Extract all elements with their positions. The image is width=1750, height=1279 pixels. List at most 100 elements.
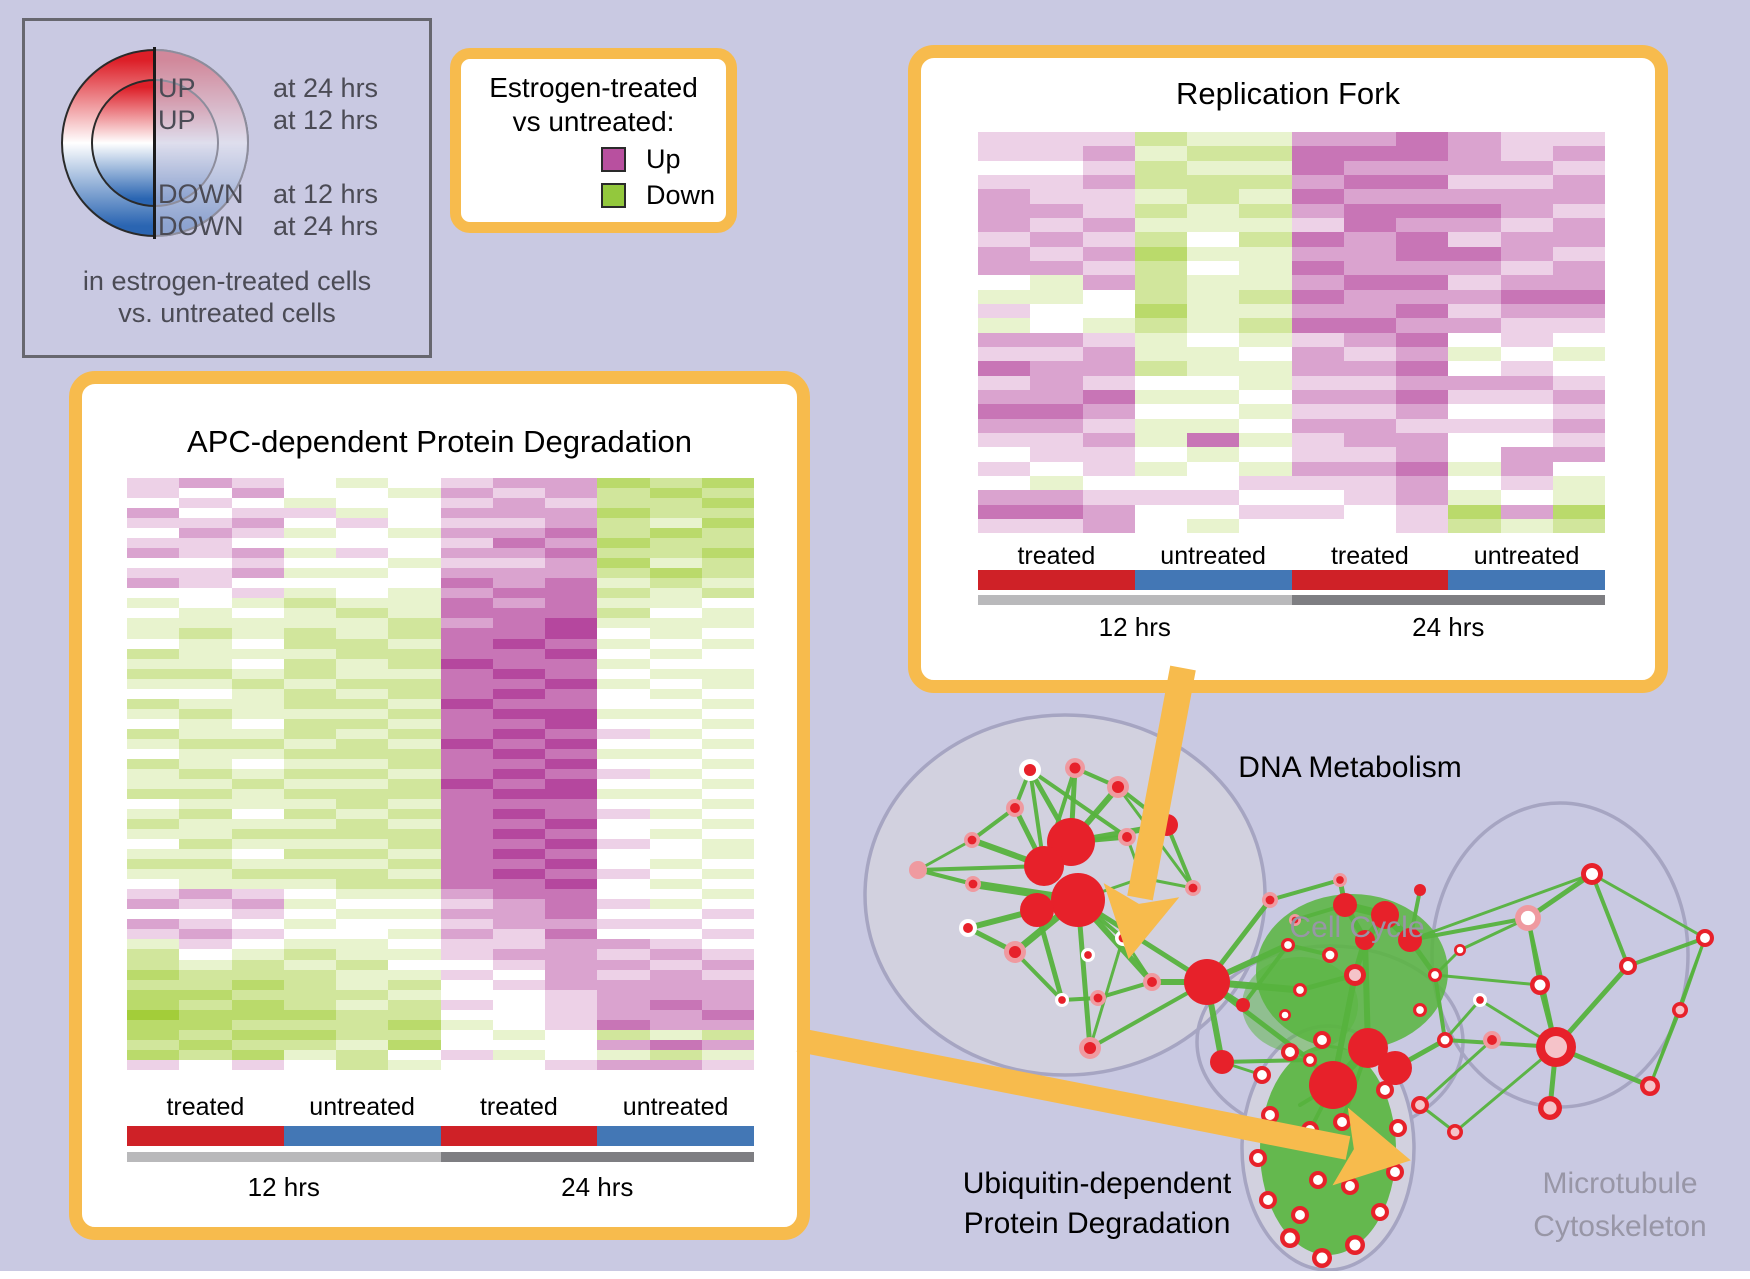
network-node-core bbox=[1138, 874, 1146, 882]
heatmap-row bbox=[978, 504, 1605, 519]
apc-group-treated-12: treated bbox=[166, 1093, 245, 1121]
heatmap-row bbox=[127, 628, 754, 639]
network-node bbox=[1428, 968, 1442, 982]
network-node bbox=[1483, 1031, 1501, 1049]
network-edge bbox=[916, 838, 974, 872]
heatmap-row bbox=[127, 648, 754, 659]
ubiquitin-label-line2: Protein Degradation bbox=[963, 1207, 1231, 1240]
network-node-core bbox=[1348, 968, 1362, 982]
heatmap-row bbox=[978, 361, 1605, 376]
up-color-swatch bbox=[601, 147, 626, 172]
heatmap-row bbox=[127, 678, 754, 689]
network-edge bbox=[1060, 996, 1100, 1002]
cluster-label-cell-cycle: Cell Cycle bbox=[1289, 911, 1425, 944]
network-node bbox=[965, 876, 981, 892]
network-node-core bbox=[1543, 1101, 1557, 1115]
network-node bbox=[1581, 863, 1603, 885]
network-edge bbox=[1027, 767, 1074, 845]
network-edge bbox=[1547, 1044, 1559, 1111]
network-node-core bbox=[1093, 993, 1103, 1003]
network-node bbox=[1081, 948, 1095, 962]
heatmap-row bbox=[127, 708, 754, 719]
legend-time-24b: at 24 hrs bbox=[273, 211, 379, 241]
heatmap-row bbox=[127, 819, 754, 830]
network-node-core bbox=[1337, 1117, 1347, 1127]
network-edge bbox=[1116, 785, 1169, 827]
network-edge bbox=[916, 864, 1046, 872]
network-node-core bbox=[1111, 780, 1125, 794]
network-edge bbox=[1330, 972, 1358, 1088]
network-node-core bbox=[1700, 933, 1710, 943]
network-node bbox=[1672, 1002, 1688, 1018]
heatmap-row bbox=[127, 849, 754, 860]
cluster-label-dna-metabolism: DNA Metabolism bbox=[1238, 751, 1462, 784]
network-node bbox=[1312, 1248, 1332, 1268]
network-edge bbox=[1433, 973, 1542, 987]
annotation-arrow-head bbox=[1103, 883, 1180, 959]
network-edge bbox=[1553, 963, 1631, 1050]
heatmap-row bbox=[978, 132, 1605, 147]
network-node-core bbox=[1416, 1006, 1424, 1014]
rf-treatment-colorbar bbox=[978, 570, 1605, 590]
network-node-core bbox=[1122, 832, 1132, 842]
network-edge bbox=[1453, 1045, 1558, 1134]
network-edge bbox=[1220, 1058, 1312, 1064]
network-node bbox=[1293, 983, 1307, 997]
heatmap-row bbox=[127, 869, 754, 880]
heatmap-row bbox=[127, 909, 754, 920]
network-node bbox=[1279, 1009, 1291, 1021]
heatmap-row bbox=[127, 568, 754, 579]
heatmap-row bbox=[127, 688, 754, 699]
network-node-core bbox=[1623, 961, 1633, 971]
network-edge bbox=[916, 868, 975, 886]
network-node-core bbox=[1431, 971, 1439, 979]
network-edge bbox=[1328, 1043, 1373, 1090]
network-edge bbox=[1626, 936, 1707, 968]
network-node bbox=[1253, 1066, 1271, 1084]
heatmap-row bbox=[127, 518, 754, 529]
network-node bbox=[1115, 930, 1131, 946]
network-node bbox=[1333, 1113, 1351, 1131]
network-node-core bbox=[1296, 986, 1304, 994]
network-edge bbox=[1553, 1044, 1653, 1089]
estrogen-legend-title-line2: vs untreated: bbox=[512, 106, 675, 137]
network-node-core bbox=[1336, 876, 1344, 884]
legend-time-12b: at 12 hrs bbox=[273, 179, 379, 209]
heatmap-row bbox=[127, 618, 754, 629]
network-node bbox=[1262, 892, 1278, 908]
heatmap-row bbox=[127, 889, 754, 900]
heatmap-row bbox=[127, 929, 754, 940]
network-edge bbox=[1068, 784, 1121, 845]
network-node bbox=[1386, 1163, 1404, 1181]
network-edge bbox=[970, 806, 1017, 842]
network-node bbox=[1118, 828, 1136, 846]
edge-density-blob bbox=[1242, 957, 1358, 1053]
network-node bbox=[1341, 1177, 1359, 1195]
heatmap-row bbox=[127, 979, 754, 990]
rf-time-bar bbox=[978, 595, 1605, 605]
network-edge bbox=[965, 925, 1018, 955]
heatmap-row bbox=[127, 598, 754, 609]
heatmap-row bbox=[127, 1009, 754, 1020]
heatmap-row bbox=[127, 488, 754, 499]
heatmap-row bbox=[127, 899, 754, 910]
rf-label-24hrs: 24 hrs bbox=[1412, 612, 1485, 642]
cluster-ellipse bbox=[1240, 1024, 1416, 1272]
network-edge bbox=[1028, 768, 1046, 868]
network-node-core bbox=[1069, 762, 1081, 774]
network-node-core bbox=[1476, 996, 1484, 1004]
network-node bbox=[1447, 1124, 1463, 1140]
network-node-core bbox=[1118, 933, 1128, 943]
untreated-bar bbox=[283, 1126, 441, 1146]
apc-group-treated-24: treated bbox=[479, 1093, 558, 1121]
network-node-core bbox=[1083, 1041, 1097, 1055]
network-node-core bbox=[1295, 1210, 1305, 1220]
cluster-ellipse bbox=[1195, 944, 1465, 1140]
heatmap-row bbox=[127, 1059, 754, 1070]
network-edge bbox=[1088, 980, 1209, 1050]
untreated-bar bbox=[1448, 570, 1605, 590]
heatmap-row bbox=[978, 160, 1605, 175]
network-node-core bbox=[967, 835, 977, 845]
network-edge bbox=[1648, 1008, 1682, 1088]
heatmap-row bbox=[978, 432, 1605, 448]
